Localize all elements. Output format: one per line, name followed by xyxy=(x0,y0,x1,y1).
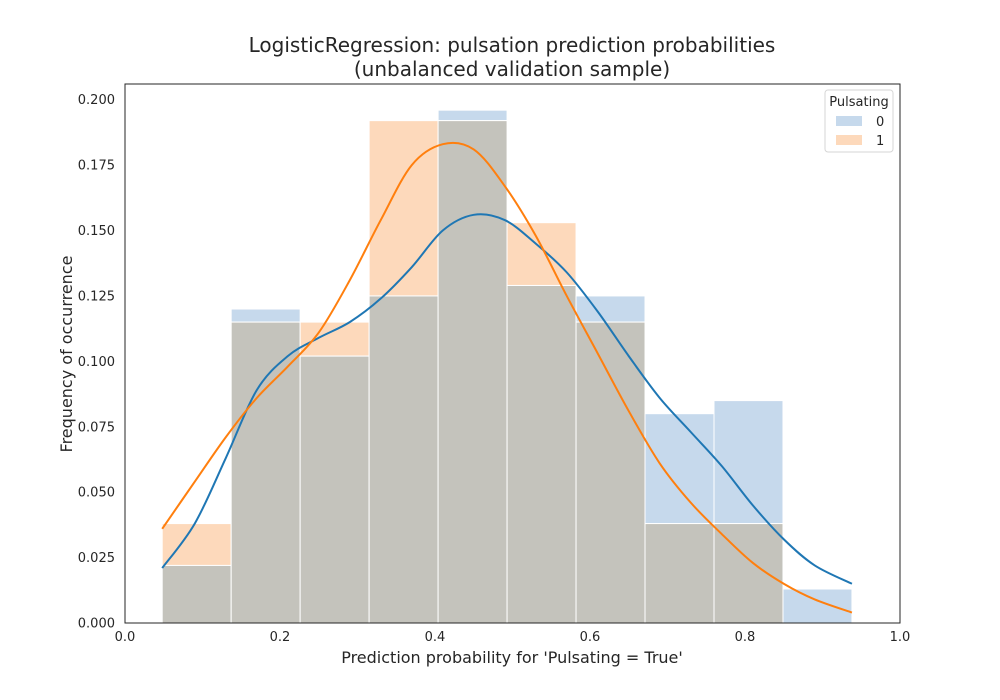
legend-swatch-1 xyxy=(836,135,862,145)
bar-overlap-bin4 xyxy=(437,120,508,624)
bar-overlap-bin6 xyxy=(575,321,646,624)
x-axis-ticks: 0.0 0.2 0.4 0.6 0.8 1.0 xyxy=(115,630,911,645)
x-tick-label: 0.2 xyxy=(270,630,291,645)
legend-label-0: 0 xyxy=(876,115,884,130)
legend-swatch-0 xyxy=(836,116,862,126)
y-axis-label: Frequency of occurrence xyxy=(57,256,76,453)
bar-series0-bin4 xyxy=(437,109,508,122)
y-tick-label: 0.000 xyxy=(78,617,115,632)
y-tick-label: 0.200 xyxy=(78,93,115,108)
legend-title: Pulsating xyxy=(829,95,888,110)
chart-title-line2: (unbalanced validation sample) xyxy=(354,57,670,81)
y-axis-ticks: 0.000 0.025 0.050 0.075 0.100 0.125 0.150 0.175… xyxy=(78,93,115,631)
bar-overlap-bin3 xyxy=(368,295,439,624)
bar-overlap-bin1 xyxy=(230,321,301,624)
x-tick-label: 0.8 xyxy=(735,630,756,645)
y-tick-label: 0.075 xyxy=(78,420,115,435)
y-tick-label: 0.125 xyxy=(78,289,115,304)
bar-series0-bin8 xyxy=(713,400,784,525)
legend: Pulsating 0 1 xyxy=(824,89,894,153)
bar-overlap-bin8 xyxy=(713,523,784,624)
bar-series1-bin5 xyxy=(506,222,577,286)
bar-overlap-bin2 xyxy=(299,355,370,624)
bar-series0-bin6 xyxy=(575,295,646,323)
x-axis-label: Prediction probability for 'Pulsating = … xyxy=(341,648,683,667)
bar-series0-bin1 xyxy=(230,308,301,323)
x-tick-label: 1.0 xyxy=(890,630,911,645)
x-tick-label: 0.0 xyxy=(115,630,136,645)
y-tick-label: 0.050 xyxy=(78,486,115,501)
kde-layer xyxy=(161,141,853,614)
bar-series0-bin7 xyxy=(644,413,715,525)
bar-overlap-bin7 xyxy=(644,523,715,624)
kde-line-series-0 xyxy=(161,213,853,585)
x-tick-label: 0.6 xyxy=(580,630,601,645)
bar-series1-bin3 xyxy=(368,120,439,297)
kde-line-series-1 xyxy=(161,141,853,614)
y-tick-label: 0.175 xyxy=(78,159,115,174)
bar-overlap-bin0 xyxy=(161,564,232,624)
bar-series1-bin0 xyxy=(161,523,232,566)
chart-title-line1: LogisticRegression: pulsation prediction… xyxy=(249,33,776,57)
bar-series1-bin2 xyxy=(299,321,370,357)
legend-label-1: 1 xyxy=(876,134,884,149)
y-tick-label: 0.150 xyxy=(78,224,115,239)
plot-frame xyxy=(124,83,901,624)
y-tick-label: 0.100 xyxy=(78,355,115,370)
bars-layer xyxy=(161,109,853,624)
bar-series0-bin9 xyxy=(782,588,853,624)
y-tick-label: 0.025 xyxy=(78,551,115,566)
x-tick-label: 0.4 xyxy=(425,630,446,645)
bar-overlap-bin5 xyxy=(506,284,577,624)
